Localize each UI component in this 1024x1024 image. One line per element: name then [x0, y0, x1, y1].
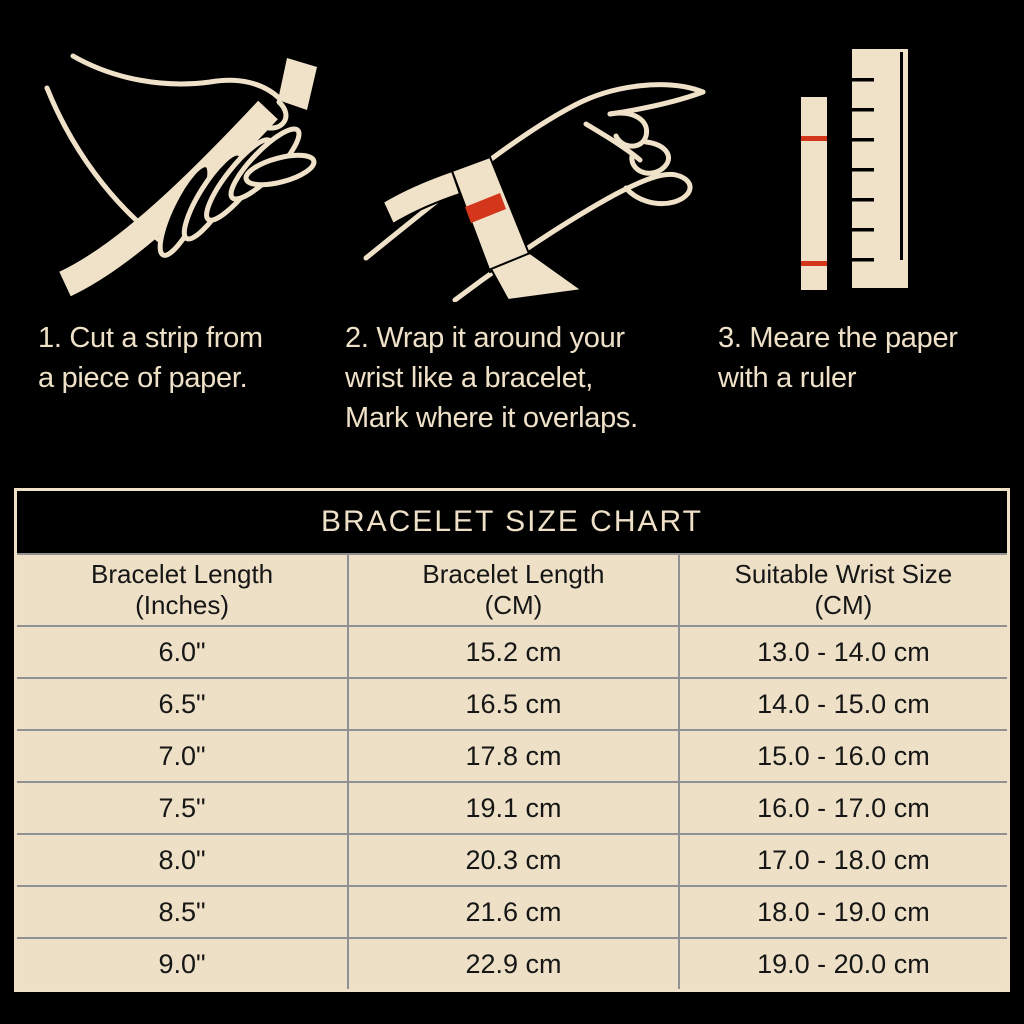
cell-length-inches: 8.5": [14, 885, 350, 939]
cell-length-inches: 7.5": [14, 781, 350, 835]
hand-cutting-paper-strip-illustration: [44, 53, 317, 297]
cell-wrist-size: 18.0 - 19.0 cm: [677, 885, 1010, 939]
step-1-caption: 1. Cut a strip from a piece of paper.: [38, 322, 263, 394]
cell-wrist-size: 17.0 - 18.0 cm: [677, 833, 1010, 887]
table-row: 9.0" 22.9 cm 19.0 - 20.0 cm: [14, 937, 1010, 992]
cell-length-cm: 17.8 cm: [347, 729, 680, 783]
column-header-inches: Bracelet Length (Inches): [14, 553, 350, 627]
column-header-wrist-size: Suitable Wrist Size (CM): [677, 553, 1010, 627]
paper-wrapped-around-wrist-illustration: [363, 82, 706, 302]
cell-length-cm: 22.9 cm: [347, 937, 680, 992]
column-header-cm: Bracelet Length (CM): [347, 553, 680, 627]
cell-length-inches: 9.0": [14, 937, 350, 992]
cell-wrist-size: 19.0 - 20.0 cm: [677, 937, 1010, 992]
cell-length-inches: 6.0": [14, 625, 350, 679]
cell-length-inches: 7.0": [14, 729, 350, 783]
table-row: 6.5" 16.5 cm 14.0 - 15.0 cm: [14, 677, 1010, 731]
table-row: 6.0" 15.2 cm 13.0 - 14.0 cm: [14, 625, 1010, 679]
bracelet-size-chart-table: BRACELET SIZE CHART Bracelet Length (Inc…: [14, 488, 1010, 992]
cell-wrist-size: 16.0 - 17.0 cm: [677, 781, 1010, 835]
cell-length-cm: 21.6 cm: [347, 885, 680, 939]
step-2-caption: 2. Wrap it around your wrist like a brac…: [345, 322, 638, 434]
chart-title-row: BRACELET SIZE CHART: [14, 488, 1010, 555]
cell-wrist-size: 13.0 - 14.0 cm: [677, 625, 1010, 679]
cell-length-cm: 16.5 cm: [347, 677, 680, 731]
table-row: 7.0" 17.8 cm 15.0 - 16.0 cm: [14, 729, 1010, 783]
cell-length-cm: 19.1 cm: [347, 781, 680, 835]
cell-length-cm: 15.2 cm: [347, 625, 680, 679]
table-row: 8.5" 21.6 cm 18.0 - 19.0 cm: [14, 885, 1010, 939]
cell-length-inches: 6.5": [14, 677, 350, 731]
table-row: 7.5" 19.1 cm 16.0 - 17.0 cm: [14, 781, 1010, 835]
table-row: 8.0" 20.3 cm 17.0 - 18.0 cm: [14, 833, 1010, 887]
cell-wrist-size: 14.0 - 15.0 cm: [677, 677, 1010, 731]
chart-title: BRACELET SIZE CHART: [14, 488, 1010, 555]
cell-wrist-size: 15.0 - 16.0 cm: [677, 729, 1010, 783]
paper-strip-and-ruler-illustration: [801, 49, 908, 290]
chart-header-row: Bracelet Length (Inches) Bracelet Length…: [14, 553, 1010, 627]
cell-length-cm: 20.3 cm: [347, 833, 680, 887]
step-3-caption: 3. Meare the paper with a ruler: [718, 322, 958, 394]
cell-length-inches: 8.0": [14, 833, 350, 887]
